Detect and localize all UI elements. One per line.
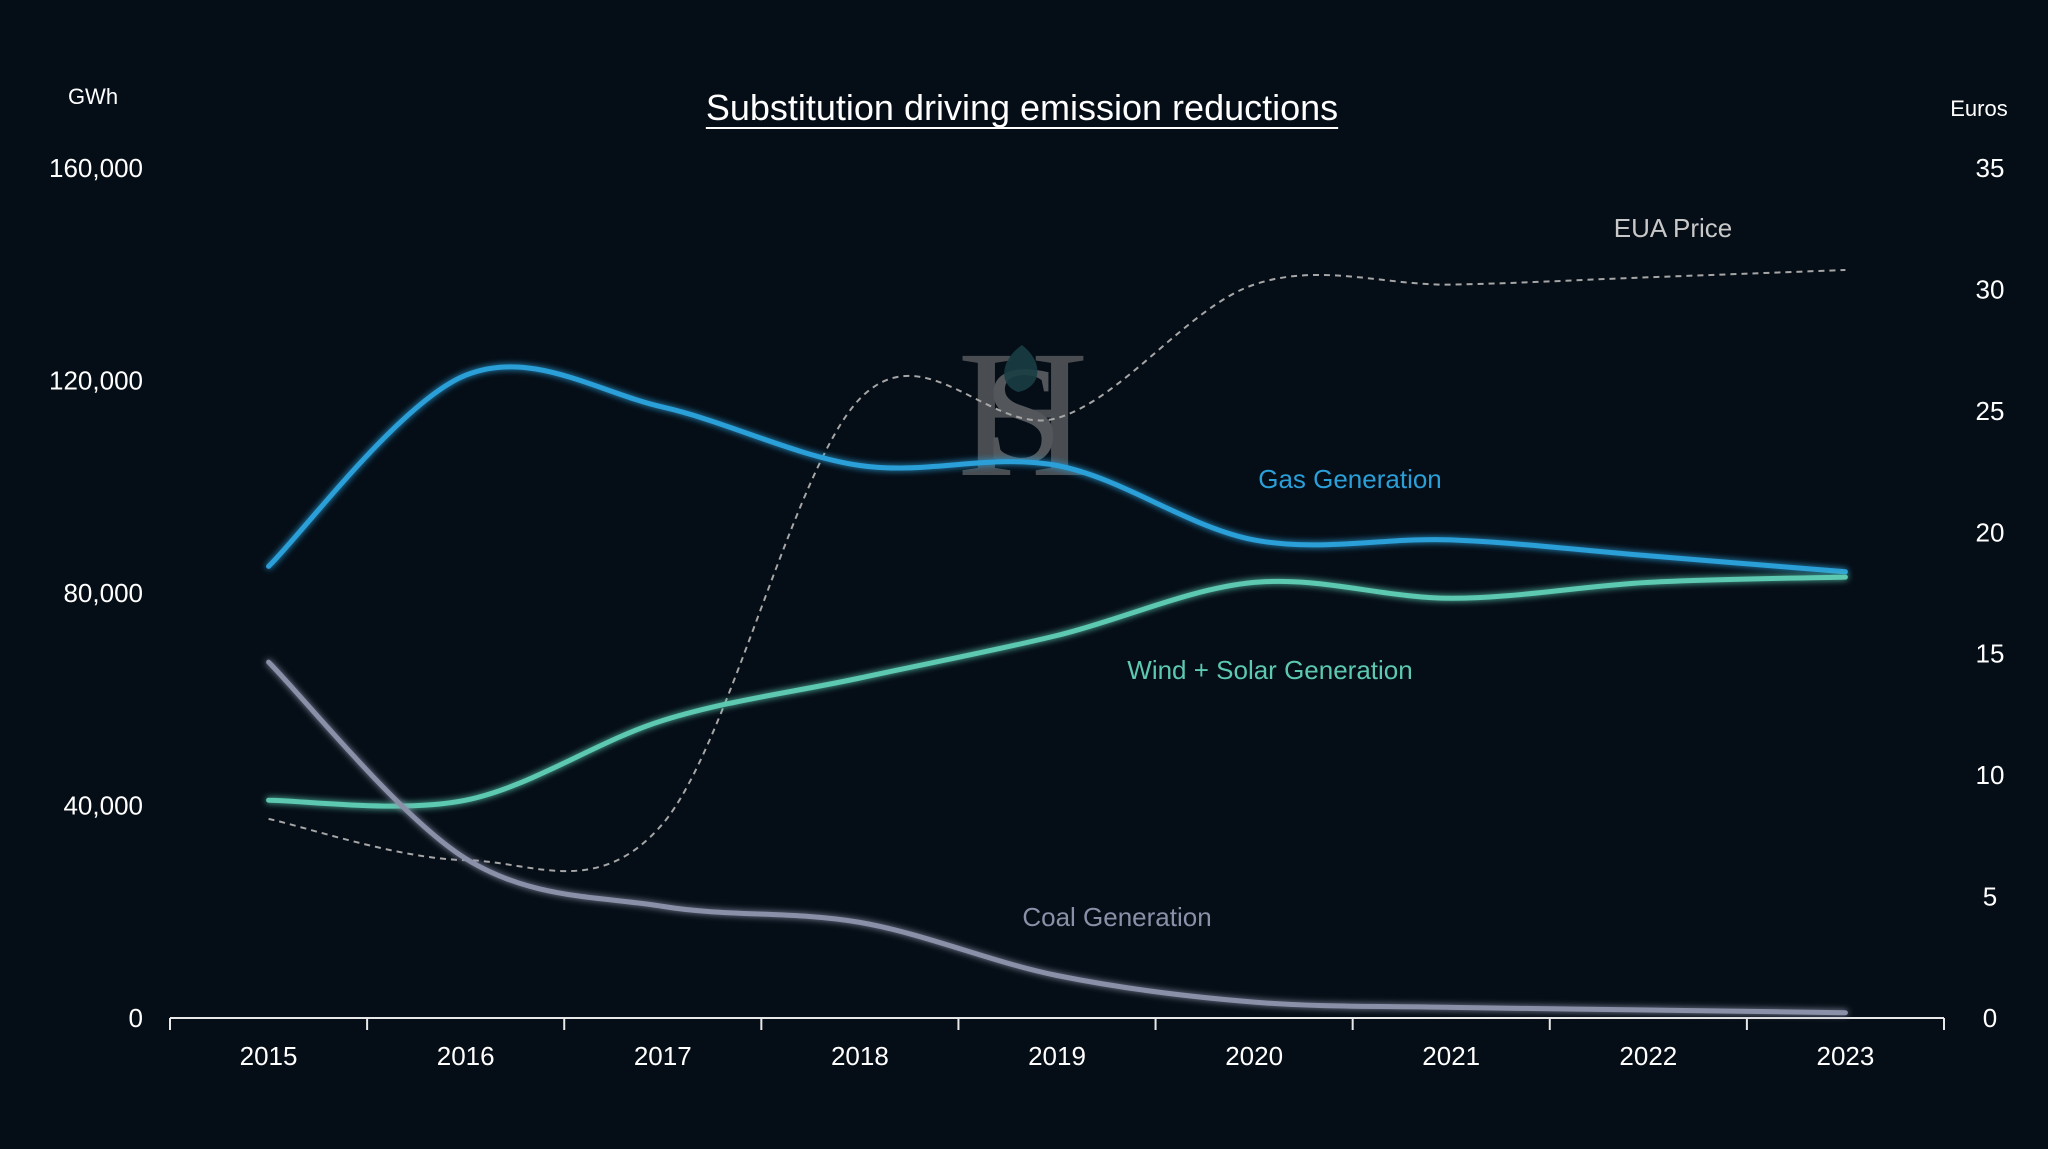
watermark-logo: H S xyxy=(957,314,1088,515)
right-tick-label: 30 xyxy=(1976,274,2005,304)
eua-price-label: EUA Price xyxy=(1614,213,1733,243)
right-tick-label: 0 xyxy=(1983,1003,1997,1033)
left-tick-label: 160,000 xyxy=(49,153,143,183)
left-tick-label: 80,000 xyxy=(63,578,143,608)
svg-text:H: H xyxy=(957,314,1088,515)
left-tick-label: 0 xyxy=(129,1003,143,1033)
eua-price-line xyxy=(268,269,1846,873)
leaf-icon xyxy=(1004,345,1038,392)
right-tick-label: 25 xyxy=(1976,396,2005,426)
left-axis-labels: 0 40,000 80,000 120,000 160,000 xyxy=(49,153,143,1033)
x-tick-label: 2023 xyxy=(1817,1041,1875,1071)
x-tick-label: 2016 xyxy=(437,1041,495,1071)
x-tick-label: 2022 xyxy=(1619,1041,1677,1071)
coal-generation-line xyxy=(266,659,1848,1016)
left-tick-label: 40,000 xyxy=(63,791,143,821)
x-tick-label: 2018 xyxy=(831,1041,889,1071)
x-tick-label: 2017 xyxy=(634,1041,692,1071)
series-labels: EUA Price Gas Generation Wind + Solar Gene… xyxy=(1022,213,1732,932)
left-axis-unit: GWh xyxy=(68,84,118,109)
left-tick-label: 120,000 xyxy=(49,366,143,396)
gas-generation-line xyxy=(266,364,1848,575)
right-tick-label: 15 xyxy=(1976,639,2005,669)
x-tick-label: 2019 xyxy=(1028,1041,1086,1071)
series-lines xyxy=(266,269,1848,1016)
right-tick-label: 35 xyxy=(1976,153,2005,183)
right-tick-label: 20 xyxy=(1976,517,2005,547)
chart-title: Substitution driving emission reductions xyxy=(706,87,1338,128)
x-tick-label: 2021 xyxy=(1422,1041,1480,1071)
wind-solar-generation-label: Wind + Solar Generation xyxy=(1127,655,1412,685)
gas-generation-label: Gas Generation xyxy=(1258,464,1442,494)
x-tick-label: 2015 xyxy=(240,1041,298,1071)
x-axis-labels: 2015 2016 2017 2018 2019 2020 2021 2022 2023 xyxy=(240,1041,1875,1071)
right-axis-unit: Euros xyxy=(1950,96,2007,121)
right-tick-label: 10 xyxy=(1976,760,2005,790)
right-tick-label: 5 xyxy=(1983,882,1997,912)
x-tick-label: 2020 xyxy=(1225,1041,1283,1071)
wind-solar-generation-line xyxy=(266,574,1848,809)
svg-text:S: S xyxy=(984,338,1062,493)
coal-generation-label: Coal Generation xyxy=(1022,902,1211,932)
x-axis-ticks xyxy=(169,1018,1945,1030)
right-axis-labels: 0 5 10 15 20 25 30 35 xyxy=(1976,153,2005,1033)
